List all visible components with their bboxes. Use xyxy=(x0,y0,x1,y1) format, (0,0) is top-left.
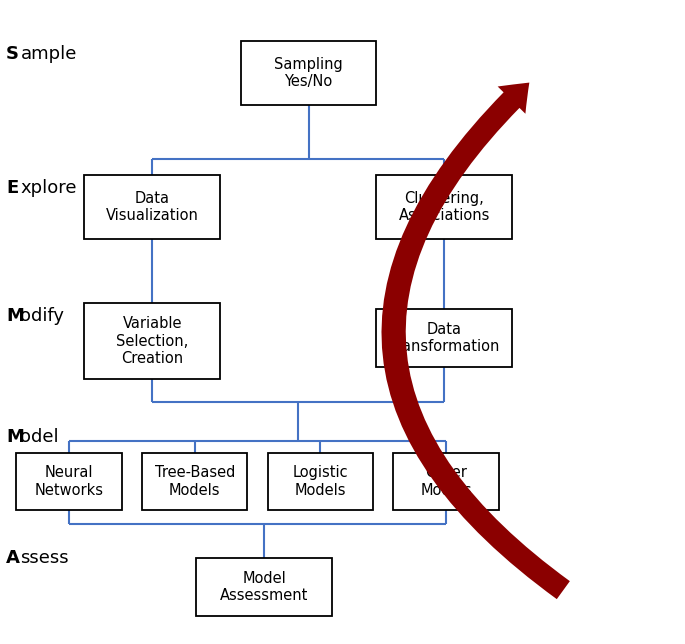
FancyBboxPatch shape xyxy=(16,453,122,510)
Text: M: M xyxy=(6,307,24,325)
Text: E: E xyxy=(6,179,18,197)
Text: Sampling
Yes/No: Sampling Yes/No xyxy=(274,57,343,90)
Text: Other
Models: Other Models xyxy=(421,466,472,498)
Text: M: M xyxy=(6,428,24,446)
Text: xplore: xplore xyxy=(21,179,77,197)
FancyArrowPatch shape xyxy=(382,82,570,599)
Text: Variable
Selection,
Creation: Variable Selection, Creation xyxy=(116,316,188,366)
Text: Neural
Networks: Neural Networks xyxy=(34,466,103,498)
FancyBboxPatch shape xyxy=(377,309,512,366)
Text: odify: odify xyxy=(21,307,64,325)
Text: ssess: ssess xyxy=(21,549,69,567)
Text: odel: odel xyxy=(21,428,59,446)
FancyBboxPatch shape xyxy=(84,175,220,239)
Text: Clustering,
Associations: Clustering, Associations xyxy=(399,191,490,223)
Text: Tree-Based
Models: Tree-Based Models xyxy=(155,466,235,498)
Text: ample: ample xyxy=(21,45,77,63)
Text: Data
Transformation: Data Transformation xyxy=(389,322,499,354)
FancyBboxPatch shape xyxy=(197,558,332,616)
FancyBboxPatch shape xyxy=(377,175,512,239)
Text: Model
Assessment: Model Assessment xyxy=(220,571,308,603)
Text: Logistic
Models: Logistic Models xyxy=(292,466,348,498)
FancyBboxPatch shape xyxy=(142,453,247,510)
FancyBboxPatch shape xyxy=(240,41,377,105)
FancyBboxPatch shape xyxy=(268,453,373,510)
FancyBboxPatch shape xyxy=(84,303,220,379)
Text: S: S xyxy=(6,45,19,63)
Text: Data
Visualization: Data Visualization xyxy=(105,191,199,223)
Text: A: A xyxy=(6,549,20,567)
FancyBboxPatch shape xyxy=(393,453,499,510)
